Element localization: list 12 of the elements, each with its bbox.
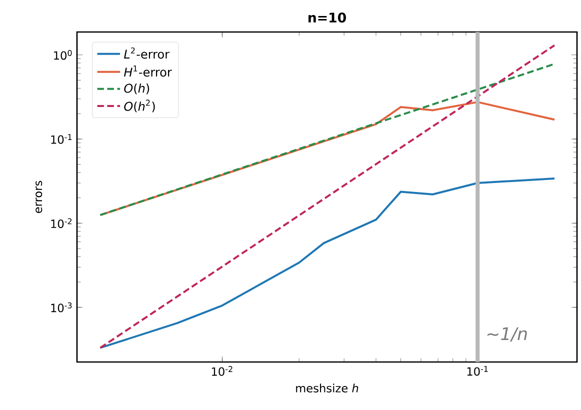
ref-line-label: ~1/n <box>487 327 527 342</box>
y-tick-label: 10$^{0}$ <box>54 50 72 60</box>
y-tick-label: 10$^{-3}$ <box>51 302 72 312</box>
y-tick-label: 10$^{-1}$ <box>51 134 72 144</box>
x-axis-title: meshsize h <box>296 384 358 392</box>
y-tick-label: 10$^{-2}$ <box>51 218 72 228</box>
y-axis-title: errors <box>36 180 42 214</box>
legend-label: O(h) <box>124 84 150 94</box>
legend-label: L$^{2}$-error <box>124 47 170 59</box>
chart-title: n=10 <box>308 12 346 23</box>
legend-label: O(h$^{2}$) <box>124 100 155 112</box>
legend-label: H$^{1}$-error <box>124 66 172 77</box>
